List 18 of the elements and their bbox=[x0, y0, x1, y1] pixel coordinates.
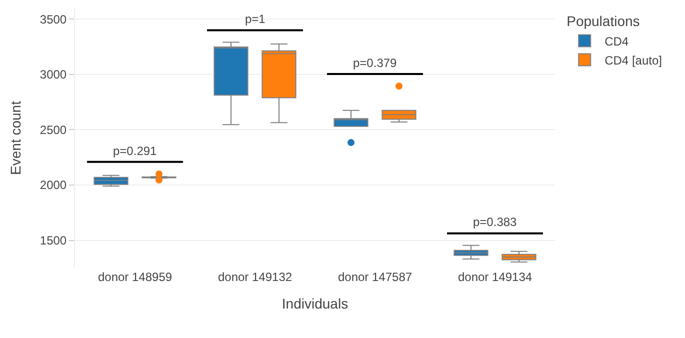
y-tick-label: 1500 bbox=[40, 234, 67, 248]
annotation: p=1 bbox=[245, 12, 266, 26]
legend-label: CD4 bbox=[604, 34, 629, 48]
legend-title: Populations bbox=[566, 13, 640, 30]
x-tick-label: donor 149132 bbox=[218, 270, 292, 284]
y-tick-label: 3000 bbox=[40, 68, 67, 82]
annotation: p=0.383 bbox=[473, 215, 518, 229]
x-tick-label: donor 148959 bbox=[98, 270, 172, 284]
y-tick-label: 3500 bbox=[40, 12, 67, 26]
y-tick-label: 2000 bbox=[40, 178, 67, 192]
x-tick-label: donor 147587 bbox=[338, 270, 412, 284]
y-axis-title: Event count bbox=[7, 100, 24, 175]
x-axis-title: Individuals bbox=[282, 295, 348, 312]
annotation: p=0.291 bbox=[113, 144, 158, 158]
y-tick-label: 2500 bbox=[40, 122, 67, 137]
x-tick-label: donor 149134 bbox=[458, 270, 532, 284]
legend-label: CD4 [auto] bbox=[604, 53, 662, 68]
annotation: p=0.379 bbox=[353, 56, 398, 70]
